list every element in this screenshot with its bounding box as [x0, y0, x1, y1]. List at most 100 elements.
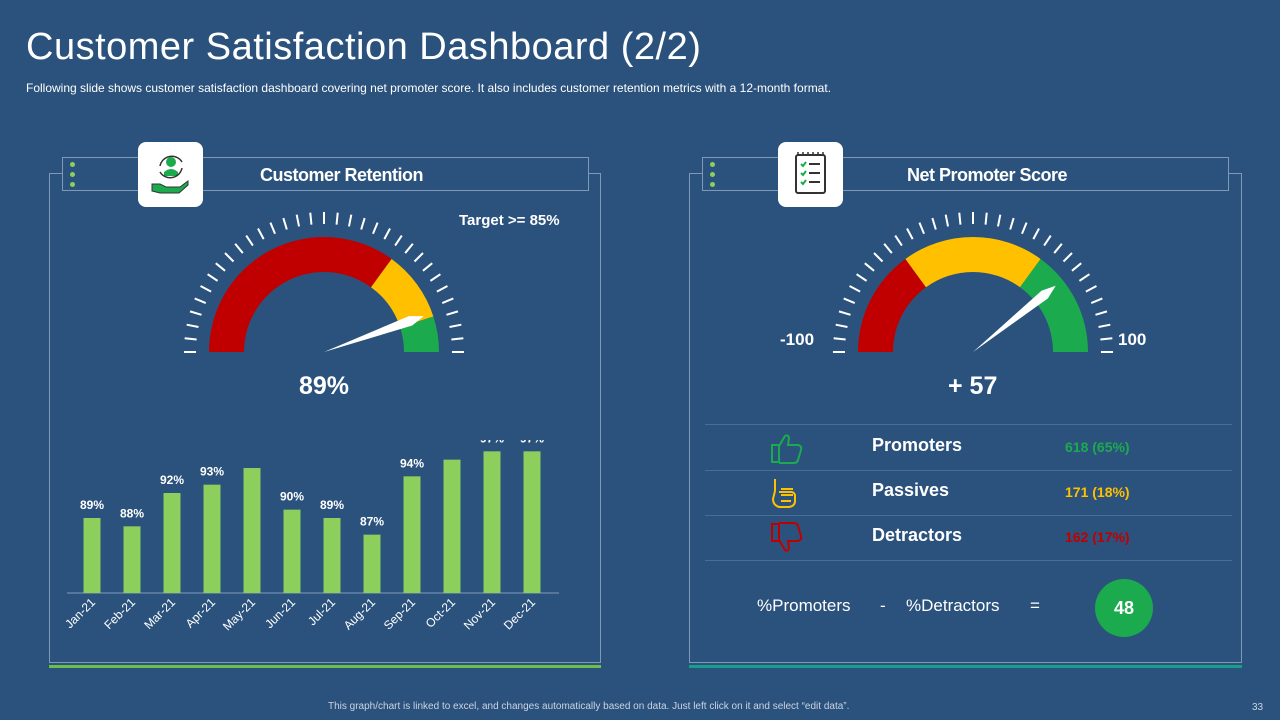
bar-Apr-21 — [203, 484, 221, 593]
bar-Jun-21 — [283, 509, 301, 593]
net-promoter-label: Net Promoter Score — [907, 165, 1068, 185]
x-tick-label: Feb-21 — [101, 595, 138, 632]
x-tick-label: Aug-21 — [341, 595, 378, 632]
gauge-tick — [441, 297, 454, 304]
bar-label: 88% — [120, 506, 144, 520]
x-tick-label: Sep-21 — [381, 595, 418, 632]
fist-icon — [771, 479, 796, 508]
gauge-tick — [360, 217, 366, 230]
gauge-tick — [449, 323, 462, 329]
gauge-tick — [394, 235, 403, 247]
bar-Nov-21 — [483, 451, 501, 593]
gauge-tick — [446, 310, 459, 316]
gauge-tick — [186, 323, 199, 329]
passives-value: 171 (18%) — [1065, 484, 1130, 500]
footnote: This graph/chart is linked to excel, and… — [328, 701, 850, 712]
gauge-tick — [372, 222, 379, 235]
bar-Sep-21 — [403, 476, 421, 593]
retention-target: Target >= 85% — [459, 212, 560, 229]
x-tick-label: Dec-21 — [501, 595, 538, 632]
retention-value: 89% — [299, 372, 350, 400]
bar-label: 97% — [480, 440, 504, 445]
gauge-tick — [383, 228, 391, 240]
gauge-tick — [849, 285, 861, 293]
nps-value: + 57 — [948, 372, 998, 400]
detractors-row: Detractors 162 (17%) — [705, 515, 1232, 560]
gauge-tick — [224, 252, 235, 263]
gauge-tick — [429, 273, 441, 282]
gauge-tick — [856, 273, 868, 282]
gauge-tick — [245, 235, 254, 247]
nps-max-label: 100 — [1118, 330, 1147, 349]
nps-band-2 — [1020, 258, 1088, 352]
gauge-tick — [996, 214, 1002, 227]
dots-icon — [70, 162, 76, 192]
gauge-tick — [1071, 262, 1082, 272]
retention-gauge — [184, 212, 464, 353]
x-tick-label: May-21 — [220, 595, 258, 633]
bar-May-21 — [243, 468, 261, 593]
thumbs-down-icon — [771, 522, 803, 552]
gauge-tick — [1053, 243, 1063, 254]
gauge-tick — [835, 323, 848, 329]
gauge-tick — [918, 222, 925, 235]
bar-label: 93% — [200, 465, 224, 479]
gauge-tick — [958, 212, 962, 225]
passives-row: Passives 171 (18%) — [705, 470, 1232, 515]
nps-min-label: -100 — [780, 330, 815, 349]
bar-Oct-21 — [443, 459, 461, 593]
bar-label: 94% — [400, 456, 424, 470]
gauge-tick — [347, 214, 353, 227]
gauge-tick — [838, 310, 851, 316]
panel-accent-line — [49, 665, 601, 668]
formula-minus: - — [880, 596, 886, 615]
bar-label: 97% — [520, 440, 544, 445]
gauge-tick — [200, 285, 212, 293]
nps-needle — [973, 285, 1056, 352]
bar-Jul-21 — [323, 518, 341, 593]
page-subtitle: Following slide shows customer satisfact… — [26, 81, 832, 95]
x-tick-label: Jun-21 — [262, 595, 298, 631]
gauge-tick — [1032, 228, 1040, 240]
dots-icon — [710, 162, 716, 192]
gauge-tick — [843, 297, 856, 304]
gauge-tick — [1090, 297, 1103, 304]
retention-needle — [324, 316, 424, 352]
bar-Jan-21 — [83, 518, 101, 593]
gauge-tick — [873, 252, 884, 263]
gauge-tick — [1009, 217, 1015, 230]
gauge-tick — [1100, 337, 1113, 341]
gauge-tick — [1085, 285, 1097, 293]
checklist-icon — [778, 142, 843, 207]
gauge-tick — [234, 243, 244, 254]
detractors-value: 162 (17%) — [1065, 529, 1130, 545]
gauge-tick — [1098, 323, 1111, 329]
gauge-tick — [906, 228, 914, 240]
gauge-tick — [282, 217, 288, 230]
gauge-tick — [295, 214, 301, 227]
bar-Mar-21 — [163, 493, 181, 593]
row-divider — [705, 470, 1232, 471]
gauge-tick — [1062, 252, 1073, 263]
gauge-tick — [422, 262, 433, 272]
x-tick-label: Mar-21 — [141, 595, 178, 632]
gauge-tick — [335, 212, 339, 225]
page-number: 33 — [1252, 702, 1264, 713]
gauge-tick — [207, 273, 219, 282]
gauge-tick — [404, 243, 414, 254]
gauge-tick — [1043, 235, 1052, 247]
bar-Aug-21 — [363, 534, 381, 593]
detractors-label: Detractors — [872, 525, 963, 545]
x-tick-label: Jan-21 — [62, 595, 98, 631]
formula-detractors: %Detractors — [906, 596, 1000, 615]
row-divider — [705, 560, 1232, 561]
gauge-tick — [1095, 310, 1108, 316]
bar-label: 90% — [280, 490, 304, 504]
retention-band-0 — [209, 237, 392, 352]
gauge-tick — [944, 214, 950, 227]
gauge-tick — [1078, 273, 1090, 282]
gauge-tick — [451, 337, 464, 341]
gauge-tick — [257, 228, 265, 240]
gauge-tick — [1021, 222, 1028, 235]
gauge-tick — [194, 297, 207, 304]
